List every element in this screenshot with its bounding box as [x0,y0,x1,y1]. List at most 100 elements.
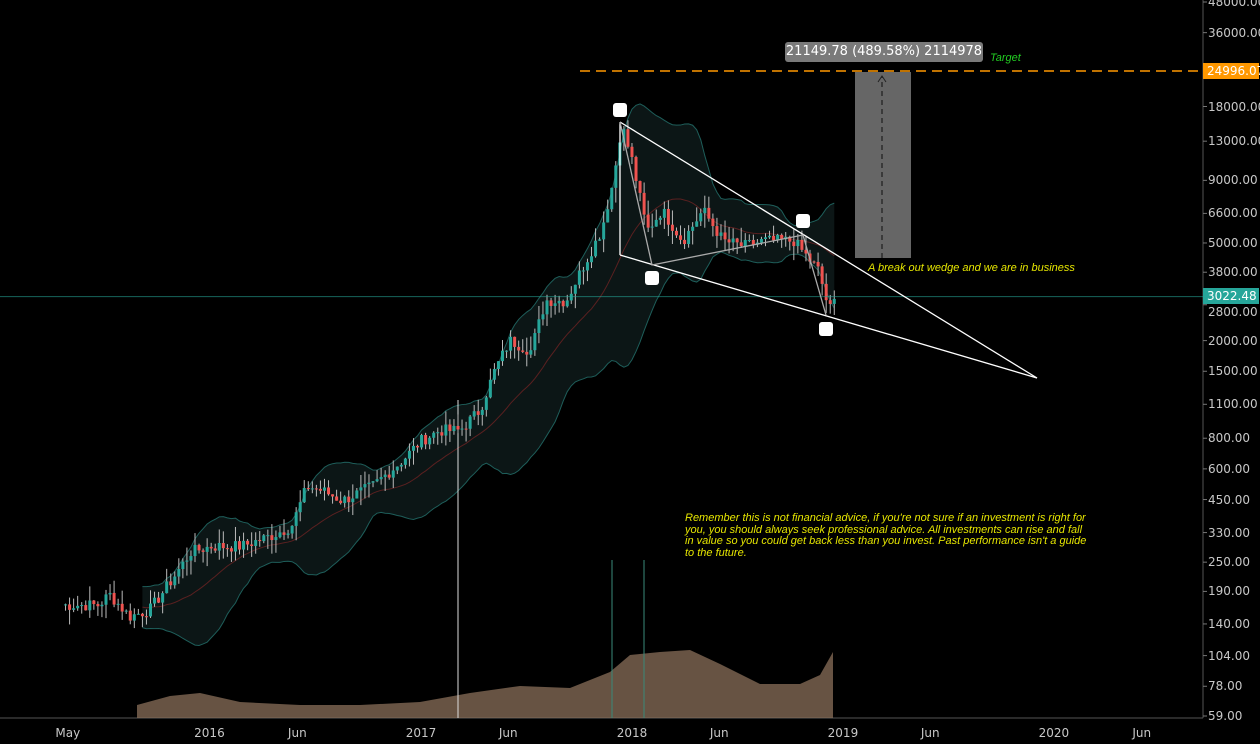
candle-body [161,593,165,603]
candle-body [832,298,836,304]
candle-body [322,487,326,491]
candle-body [383,474,387,478]
candle-body [480,409,484,415]
candle-body [209,546,213,549]
candle-body [387,474,391,478]
candle-body [72,608,76,610]
candle-body [225,548,229,550]
candle-body [666,208,670,225]
candle-body [157,597,161,603]
candle-body [743,240,747,247]
candle-body [800,239,804,250]
candle-body [250,544,254,546]
candle-body [148,603,152,617]
candle-body [375,479,379,482]
candle-body [561,300,565,307]
candle-body [112,592,116,605]
x-tick-label: Jun [1132,726,1152,740]
x-tick-label: 2019 [827,726,859,740]
candle-body [302,488,306,503]
y-tick-label: 48000.00 [1208,0,1260,9]
candle-body [573,284,577,294]
candle-body [654,219,658,227]
candle-body [181,561,185,570]
candle-body [650,226,654,228]
candle-body [367,482,371,485]
candle-body [347,496,351,503]
candle-body [569,293,573,301]
wedge-point-marker [796,214,810,228]
candle-body [763,237,767,239]
candle-body [460,428,464,430]
candle-body [537,319,541,334]
candle-body [768,235,772,238]
candle-body [581,270,585,272]
candle-body [189,556,193,561]
candle-body [335,496,339,501]
candle-body [391,470,395,478]
candle-body [399,464,403,467]
candle-body [622,129,626,143]
y-tick-label: 13000.00 [1208,134,1260,149]
candle-body [84,605,88,611]
candle-body [428,437,432,445]
candle-body [327,487,331,495]
wedge-point-marker [819,322,833,336]
bollinger-lower [142,251,835,646]
y-tick-label: 104.00 [1208,648,1250,663]
candle-body [379,477,383,480]
candle-body [351,498,355,503]
candle-body [820,266,824,284]
candle-body [472,411,476,417]
candle-body [747,239,751,241]
candle-body [371,481,375,483]
candle-body [610,187,614,210]
candle-body [525,351,529,355]
candle-body [646,214,650,228]
candle-body [772,235,776,241]
wedge-upper-line [619,121,1038,379]
candle-body [780,234,784,240]
candle-body [355,490,359,499]
candle-body [411,445,415,451]
candle-body [739,242,743,247]
candle-body [128,610,132,621]
candle-body [751,239,755,245]
candle-body [614,165,618,188]
candle-body [500,350,504,362]
candle-body [416,445,420,448]
candle-body [521,350,525,352]
candle-body [642,192,646,215]
candle-body [759,238,763,243]
candle-body [727,239,731,243]
candle-body [68,604,72,610]
wedge-lower-line [619,254,1038,379]
candle-body [298,502,302,513]
candle-body [703,207,707,214]
candle-body [201,550,205,552]
measure-label: 21149.78 (489.58%) 2114978 [785,42,983,62]
candle-body [363,484,367,488]
candle-body [711,218,715,227]
candle-body [153,597,157,604]
candle-body [266,535,270,537]
candle-body [96,604,100,607]
candle-body [658,217,662,220]
candle-body [541,314,545,320]
candle-body [306,488,310,490]
wedge-point-marker [645,271,659,285]
wedge-note: A break out wedge and we are in business [868,262,1075,274]
candle-body [484,397,488,410]
x-tick-label: Jun [287,726,307,740]
candle-body [229,548,233,552]
candle-body [169,581,173,586]
candle-body [424,435,428,445]
y-tick-label: 2800.00 [1208,305,1258,319]
x-tick-label: 2016 [194,726,225,740]
candle-body [278,532,282,538]
candle-body [464,428,468,430]
candle-body [100,604,104,607]
candle-body [513,336,517,347]
candle-body [104,594,108,605]
